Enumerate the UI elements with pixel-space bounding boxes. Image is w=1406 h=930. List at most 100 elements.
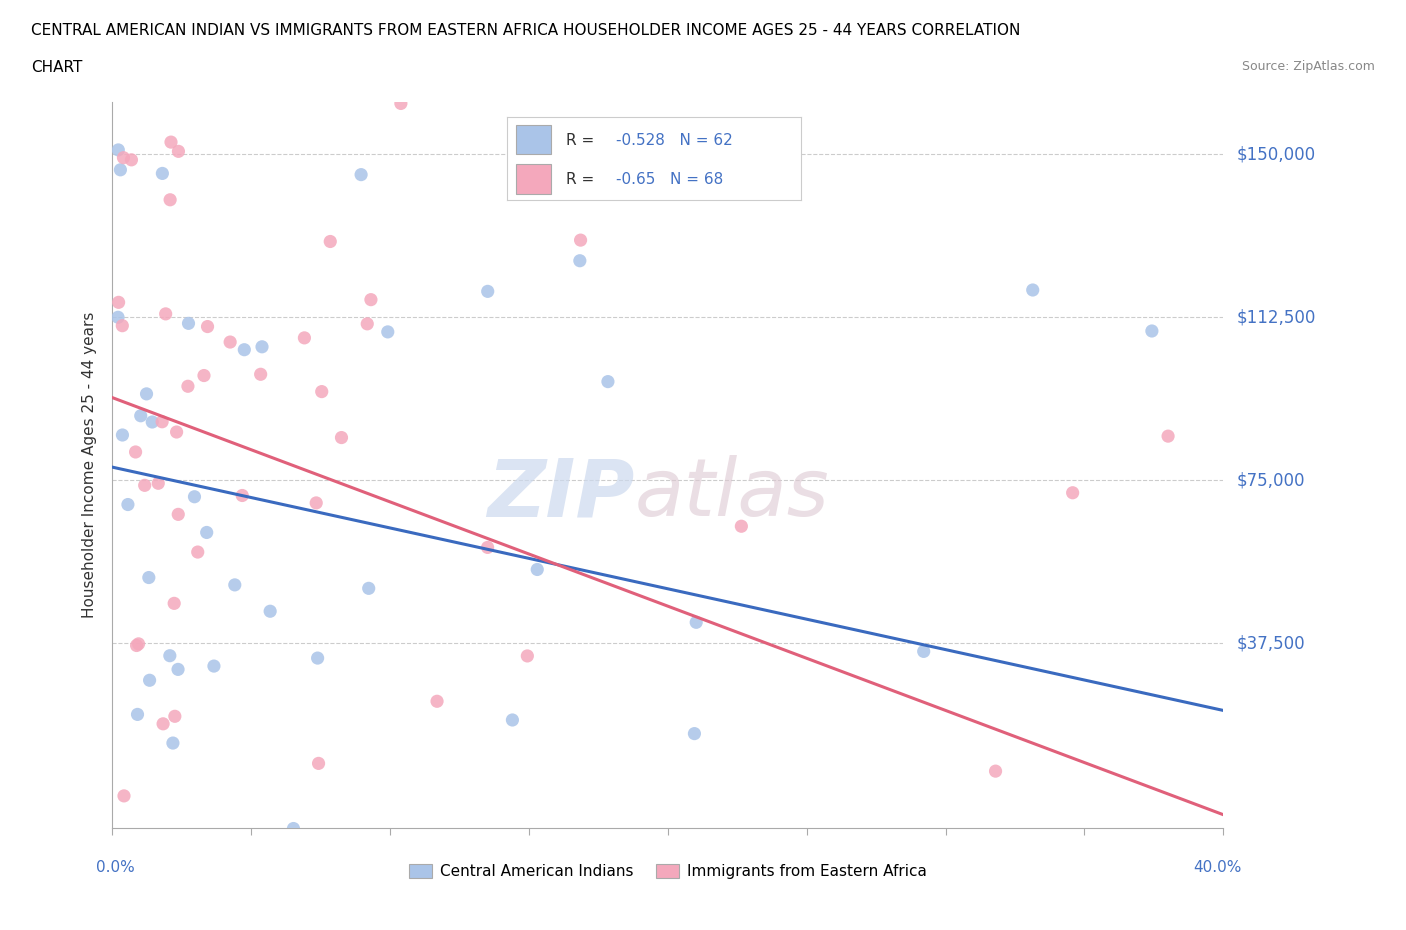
Point bbox=[232, 29, 254, 44]
Point bbox=[163, 596, 186, 611]
Text: atlas: atlas bbox=[634, 455, 830, 533]
Point bbox=[1062, 485, 1084, 500]
Point bbox=[167, 144, 190, 159]
Point bbox=[198, 0, 221, 7]
Point bbox=[319, 234, 342, 249]
Text: CHART: CHART bbox=[31, 60, 83, 75]
Point bbox=[160, 135, 183, 150]
Point bbox=[134, 478, 156, 493]
Point bbox=[685, 615, 707, 630]
Point bbox=[150, 166, 173, 180]
Point bbox=[125, 638, 148, 653]
Point bbox=[219, 335, 242, 350]
Point bbox=[233, 342, 256, 357]
Point bbox=[357, 581, 380, 596]
Point bbox=[166, 425, 188, 440]
Point bbox=[187, 545, 209, 560]
Point bbox=[112, 151, 135, 166]
Point bbox=[274, 866, 297, 881]
Point bbox=[167, 662, 190, 677]
Point bbox=[377, 325, 399, 339]
Point bbox=[330, 430, 353, 445]
Point bbox=[163, 906, 186, 921]
Point bbox=[662, 875, 685, 890]
Point bbox=[596, 374, 619, 389]
Point bbox=[148, 476, 170, 491]
Text: $112,500: $112,500 bbox=[1237, 309, 1316, 326]
Point bbox=[516, 648, 538, 663]
Text: ZIP: ZIP bbox=[486, 455, 634, 533]
Point bbox=[356, 316, 378, 331]
Text: $150,000: $150,000 bbox=[1237, 145, 1316, 164]
Point bbox=[177, 379, 200, 393]
Point bbox=[128, 636, 150, 651]
Point bbox=[159, 920, 181, 930]
Point bbox=[120, 153, 142, 167]
Point bbox=[183, 489, 205, 504]
Point bbox=[124, 445, 146, 459]
Point bbox=[167, 507, 190, 522]
Point bbox=[202, 658, 225, 673]
Point bbox=[1022, 283, 1045, 298]
Text: $75,000: $75,000 bbox=[1237, 472, 1306, 489]
Point bbox=[135, 872, 157, 887]
Point bbox=[107, 142, 129, 157]
Point bbox=[135, 870, 157, 885]
Point bbox=[1021, 73, 1043, 88]
Point bbox=[155, 307, 177, 322]
Point bbox=[195, 525, 218, 540]
Text: Source: ZipAtlas.com: Source: ZipAtlas.com bbox=[1241, 60, 1375, 73]
Point bbox=[224, 578, 246, 592]
Point bbox=[477, 540, 499, 555]
Point bbox=[129, 408, 152, 423]
Point bbox=[138, 570, 160, 585]
Point bbox=[333, 862, 356, 877]
Point bbox=[730, 519, 752, 534]
Point bbox=[163, 709, 186, 724]
Point bbox=[1140, 324, 1163, 339]
Point bbox=[159, 193, 181, 207]
Point bbox=[294, 330, 316, 345]
Point bbox=[253, 878, 276, 893]
Point bbox=[250, 339, 273, 354]
Point bbox=[526, 562, 548, 577]
Text: 40.0%: 40.0% bbox=[1194, 860, 1241, 875]
Point bbox=[110, 163, 132, 178]
Point bbox=[389, 96, 412, 111]
Point bbox=[197, 319, 219, 334]
Point bbox=[127, 707, 149, 722]
Point bbox=[311, 384, 333, 399]
Point bbox=[159, 648, 181, 663]
Point bbox=[283, 821, 305, 836]
Text: CENTRAL AMERICAN INDIAN VS IMMIGRANTS FROM EASTERN AFRICA HOUSEHOLDER INCOME AGE: CENTRAL AMERICAN INDIAN VS IMMIGRANTS FR… bbox=[31, 23, 1021, 38]
Point bbox=[305, 496, 328, 511]
Text: 0.0%: 0.0% bbox=[96, 860, 135, 875]
Point bbox=[426, 694, 449, 709]
Point bbox=[177, 850, 200, 865]
Point bbox=[249, 366, 271, 381]
Point bbox=[177, 316, 200, 331]
Y-axis label: Householder Income Ages 25 - 44 years: Householder Income Ages 25 - 44 years bbox=[82, 312, 97, 618]
Point bbox=[350, 167, 373, 182]
Point bbox=[501, 712, 523, 727]
Point bbox=[259, 604, 281, 618]
Point bbox=[984, 764, 1007, 778]
Point bbox=[107, 310, 129, 325]
Point bbox=[138, 672, 160, 687]
Point bbox=[1199, 833, 1222, 848]
Point bbox=[150, 415, 173, 430]
Point bbox=[117, 498, 139, 512]
Legend: Central American Indians, Immigrants from Eastern Africa: Central American Indians, Immigrants fro… bbox=[404, 857, 932, 885]
Point bbox=[152, 716, 174, 731]
Point bbox=[360, 292, 382, 307]
Point bbox=[307, 651, 329, 666]
Point bbox=[477, 284, 499, 299]
Point bbox=[112, 789, 135, 804]
Point bbox=[198, 846, 221, 861]
Point bbox=[683, 726, 706, 741]
Point bbox=[257, 841, 280, 856]
Point bbox=[436, 17, 458, 32]
Point bbox=[193, 368, 215, 383]
Point bbox=[122, 12, 145, 27]
Point bbox=[231, 488, 253, 503]
